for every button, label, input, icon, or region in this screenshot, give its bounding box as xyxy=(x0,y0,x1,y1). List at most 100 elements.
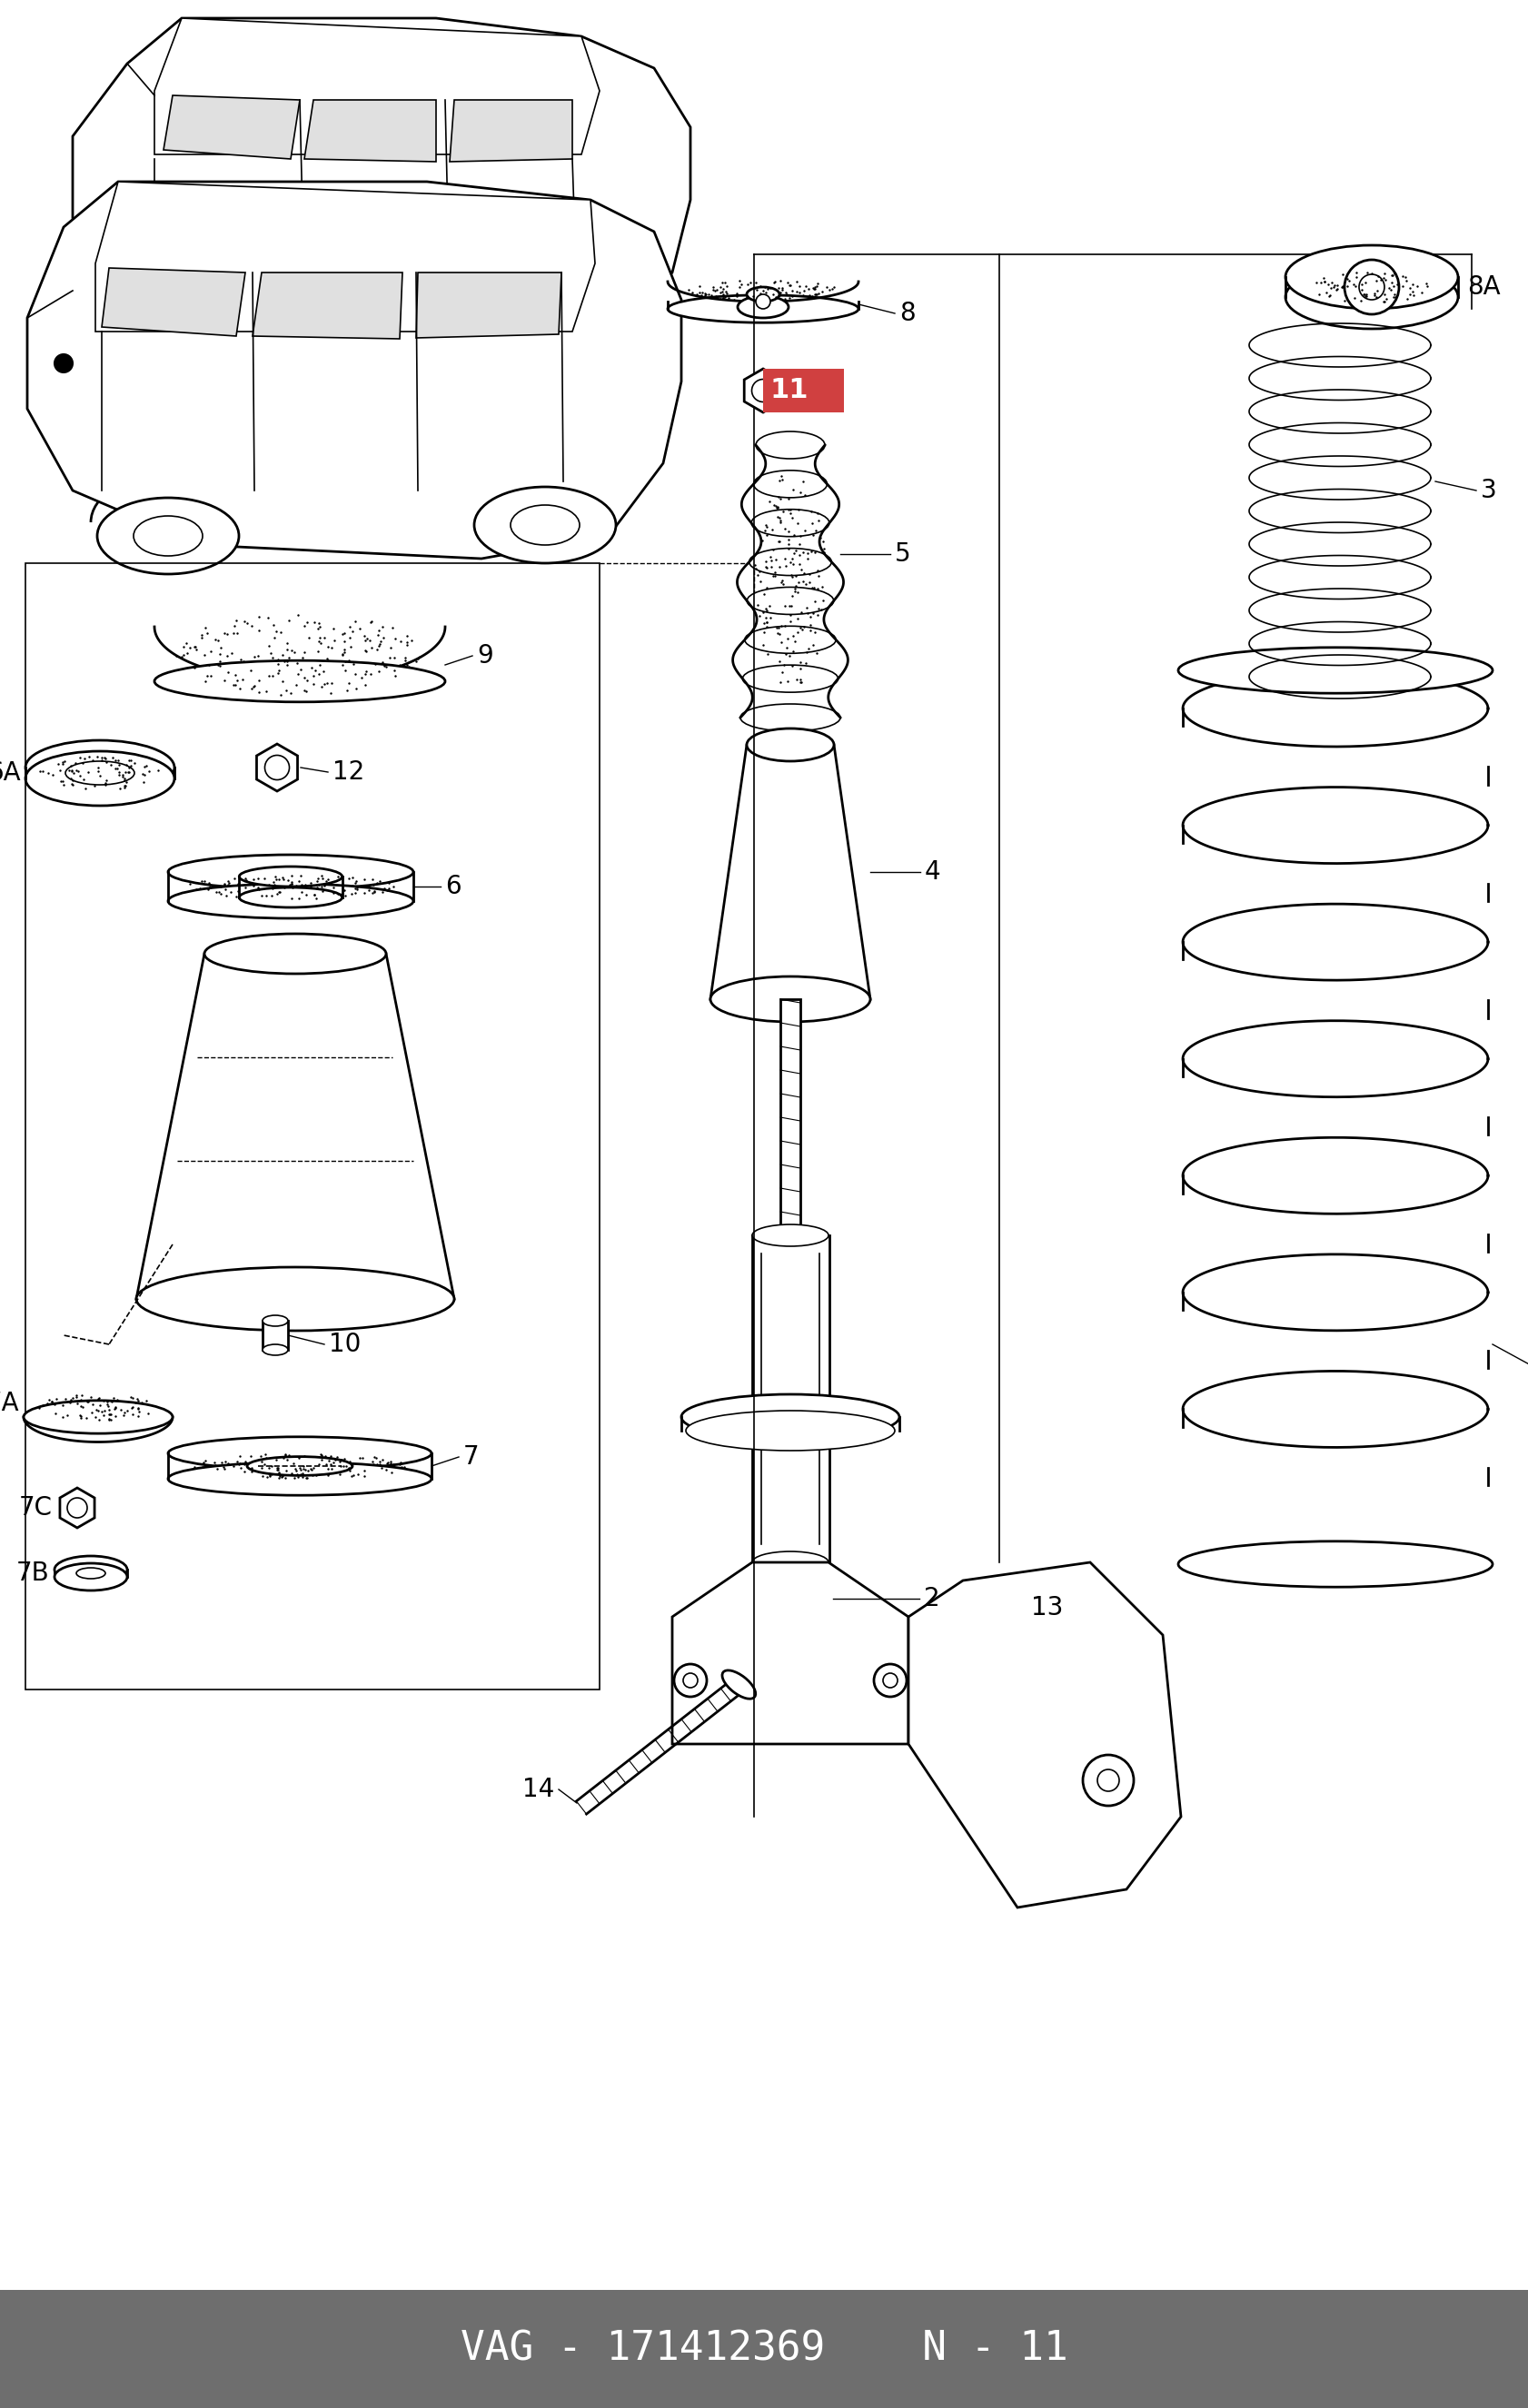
Point xyxy=(171,636,196,674)
Point xyxy=(125,1380,150,1418)
Point xyxy=(785,491,810,530)
Point xyxy=(112,761,136,799)
Point xyxy=(715,279,740,318)
Point xyxy=(225,662,249,701)
Ellipse shape xyxy=(752,1551,828,1572)
Point xyxy=(781,535,805,573)
Point xyxy=(376,864,400,903)
Point xyxy=(405,641,429,679)
Point xyxy=(1322,267,1346,306)
Point xyxy=(332,631,356,669)
Point xyxy=(119,1389,144,1428)
Point xyxy=(767,614,792,653)
Point xyxy=(1311,260,1335,299)
Ellipse shape xyxy=(23,1401,173,1433)
Point xyxy=(327,1454,351,1493)
Point xyxy=(341,867,365,905)
Point xyxy=(810,523,834,561)
Point xyxy=(306,609,330,648)
Point xyxy=(772,279,796,318)
Point xyxy=(776,513,801,551)
Point xyxy=(310,857,335,896)
Point xyxy=(212,660,237,698)
Bar xyxy=(779,999,799,1235)
Point xyxy=(86,751,110,790)
Point xyxy=(312,665,336,703)
Point xyxy=(188,869,212,908)
Point xyxy=(358,621,382,660)
Point xyxy=(394,626,419,665)
Point xyxy=(753,590,778,628)
Point xyxy=(788,549,813,588)
Point xyxy=(92,1382,116,1421)
Point xyxy=(266,1450,290,1488)
Point xyxy=(270,857,295,896)
Point xyxy=(1329,267,1354,306)
Point xyxy=(134,1382,159,1421)
Point xyxy=(208,867,232,905)
Point xyxy=(1378,255,1403,294)
Point xyxy=(174,624,199,662)
Ellipse shape xyxy=(263,1315,287,1327)
Point xyxy=(257,864,281,903)
Point xyxy=(753,272,778,311)
Point xyxy=(769,607,793,645)
Point xyxy=(805,494,830,532)
Point xyxy=(356,872,380,910)
Point xyxy=(90,742,115,780)
Point xyxy=(342,602,367,641)
Point xyxy=(50,1399,75,1438)
Ellipse shape xyxy=(263,1344,287,1356)
Point xyxy=(283,667,307,706)
Point xyxy=(292,1447,316,1486)
Point xyxy=(750,626,775,665)
Point xyxy=(793,267,817,306)
Point xyxy=(31,751,55,790)
Point xyxy=(102,1389,127,1428)
Point xyxy=(796,563,821,602)
Point xyxy=(1311,262,1335,301)
Point xyxy=(1372,282,1397,320)
Point xyxy=(767,277,792,315)
Point xyxy=(309,867,333,905)
Point xyxy=(322,1440,347,1479)
Point xyxy=(303,877,327,915)
Point xyxy=(711,279,735,318)
Point xyxy=(367,612,391,650)
Point xyxy=(254,1438,278,1476)
Point xyxy=(336,641,361,679)
Point xyxy=(240,1452,264,1491)
Point xyxy=(1409,275,1433,313)
Point xyxy=(382,619,406,657)
Point xyxy=(787,267,811,306)
Point xyxy=(338,626,362,665)
Point xyxy=(330,633,354,672)
Point xyxy=(93,739,118,778)
Point xyxy=(1400,277,1424,315)
Point xyxy=(40,1382,64,1421)
Point xyxy=(321,874,345,913)
Point xyxy=(310,1438,335,1476)
Point xyxy=(264,1450,289,1488)
Point xyxy=(778,267,802,306)
Point xyxy=(1394,279,1418,318)
Point xyxy=(228,1445,252,1483)
Ellipse shape xyxy=(721,1671,755,1698)
Point xyxy=(399,621,423,660)
Point xyxy=(1311,262,1335,301)
Point xyxy=(721,279,746,318)
Point xyxy=(293,1450,318,1488)
Point xyxy=(225,872,249,910)
Point xyxy=(793,643,817,681)
Point xyxy=(1329,267,1354,306)
Point xyxy=(802,568,827,607)
Point xyxy=(811,530,836,568)
Point xyxy=(315,1450,339,1488)
Point xyxy=(260,657,284,696)
Point xyxy=(206,872,231,910)
Point xyxy=(787,472,811,510)
Point xyxy=(387,1445,411,1483)
Point xyxy=(1354,253,1378,291)
Point xyxy=(373,645,397,684)
Point xyxy=(309,1440,333,1479)
